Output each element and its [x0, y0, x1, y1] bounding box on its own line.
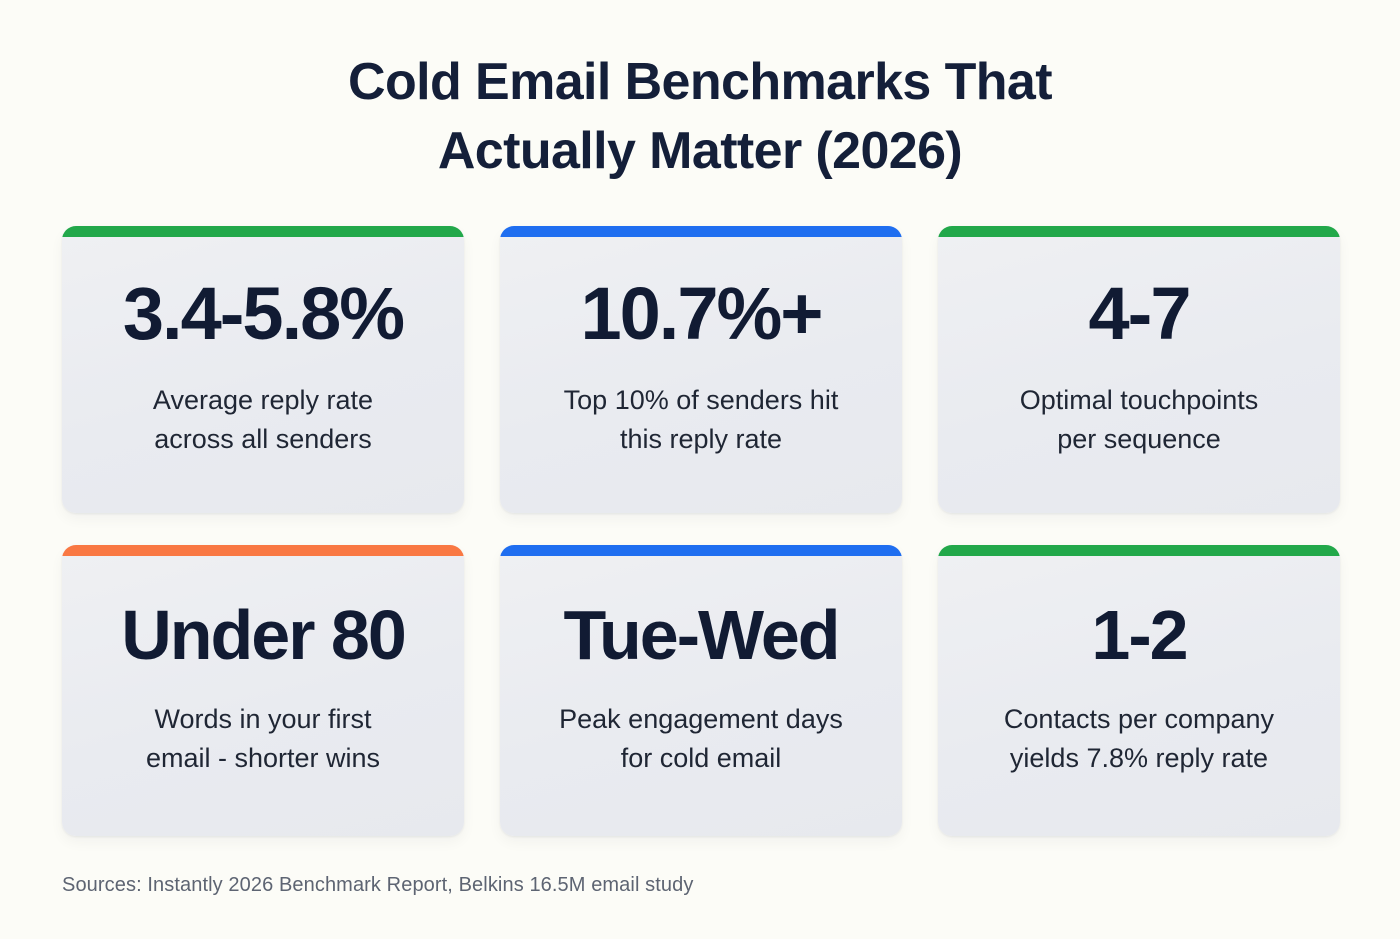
- card-accent-bar-2: [500, 226, 902, 237]
- card-label-5: Peak engagement days for cold email: [559, 700, 843, 777]
- benchmark-card-1: 3.4-5.8% Average reply rate across all s…: [62, 226, 464, 513]
- card-label-1-line-1: Average reply rate: [152, 385, 374, 416]
- card-accent-bar-6: [938, 545, 1340, 556]
- card-label-6-line-2: yields 7.8% reply rate: [1009, 742, 1269, 773]
- card-accent-bar-1: [62, 226, 464, 237]
- card-label-1-line-2: across all senders: [154, 423, 372, 454]
- card-label-5-line-2: for cold email: [620, 742, 782, 773]
- card-value-2: 10.7%+: [580, 272, 823, 356]
- card-accent-bar-3: [938, 226, 1340, 237]
- card-label-1: Average reply rate across all senders: [153, 381, 373, 458]
- card-label-2-line-2: this reply rate: [619, 423, 783, 454]
- card-label-6: Contacts per company yields 7.8% reply r…: [1004, 700, 1274, 777]
- card-value-1: 3.4-5.8%: [122, 272, 405, 356]
- page-title: Cold Email Benchmarks That Actually Matt…: [250, 48, 1150, 186]
- card-value-6: 1-2: [1091, 596, 1188, 675]
- sources-footer: Sources: Instantly 2026 Benchmark Report…: [62, 874, 694, 896]
- benchmark-card-5: Tue-Wed Peak engagement days for cold em…: [500, 545, 902, 836]
- card-value-5: Tue-Wed: [563, 596, 840, 675]
- card-label-2: Top 10% of senders hit this reply rate: [564, 381, 839, 458]
- card-label-6-line-1: Contacts per company: [1003, 704, 1275, 735]
- page-title-line-1: Cold Email Benchmarks That: [348, 53, 1053, 111]
- card-label-2-line-1: Top 10% of senders hit: [563, 385, 839, 416]
- benchmark-card-2: 10.7%+ Top 10% of senders hit this reply…: [500, 226, 902, 513]
- card-body-3: 4-7 Optimal touchpoints per sequence: [956, 277, 1322, 458]
- card-body-4: Under 80 Words in your first email - sho…: [80, 600, 446, 777]
- card-accent-bar-4: [62, 545, 464, 556]
- card-value-4: Under 80: [121, 596, 407, 675]
- card-label-5-line-1: Peak engagement days: [559, 704, 843, 735]
- card-label-4: Words in your first email - shorter wins: [146, 700, 380, 777]
- page-title-line-2: Actually Matter (2026): [437, 122, 963, 181]
- card-value-3: 4-7: [1088, 272, 1192, 356]
- card-label-4-line-1: Words in your first: [154, 704, 372, 735]
- card-label-3-line-2: per sequence: [1057, 423, 1221, 454]
- card-accent-bar-5: [500, 545, 902, 556]
- title-block: Cold Email Benchmarks That Actually Matt…: [0, 0, 1400, 186]
- card-label-4-line-2: email - shorter wins: [145, 742, 381, 773]
- benchmark-card-4: Under 80 Words in your first email - sho…: [62, 545, 464, 836]
- benchmark-card-6: 1-2 Contacts per company yields 7.8% rep…: [938, 545, 1340, 836]
- card-body-5: Tue-Wed Peak engagement days for cold em…: [518, 600, 884, 777]
- card-body-6: 1-2 Contacts per company yields 7.8% rep…: [956, 600, 1322, 777]
- card-label-3-line-1: Optimal touchpoints: [1019, 385, 1259, 416]
- card-label-3: Optimal touchpoints per sequence: [1020, 381, 1259, 458]
- card-body-2: 10.7%+ Top 10% of senders hit this reply…: [518, 277, 884, 458]
- card-body-1: 3.4-5.8% Average reply rate across all s…: [80, 277, 446, 458]
- benchmark-card-3: 4-7 Optimal touchpoints per sequence: [938, 226, 1340, 513]
- benchmark-card-grid: 3.4-5.8% Average reply rate across all s…: [62, 226, 1340, 836]
